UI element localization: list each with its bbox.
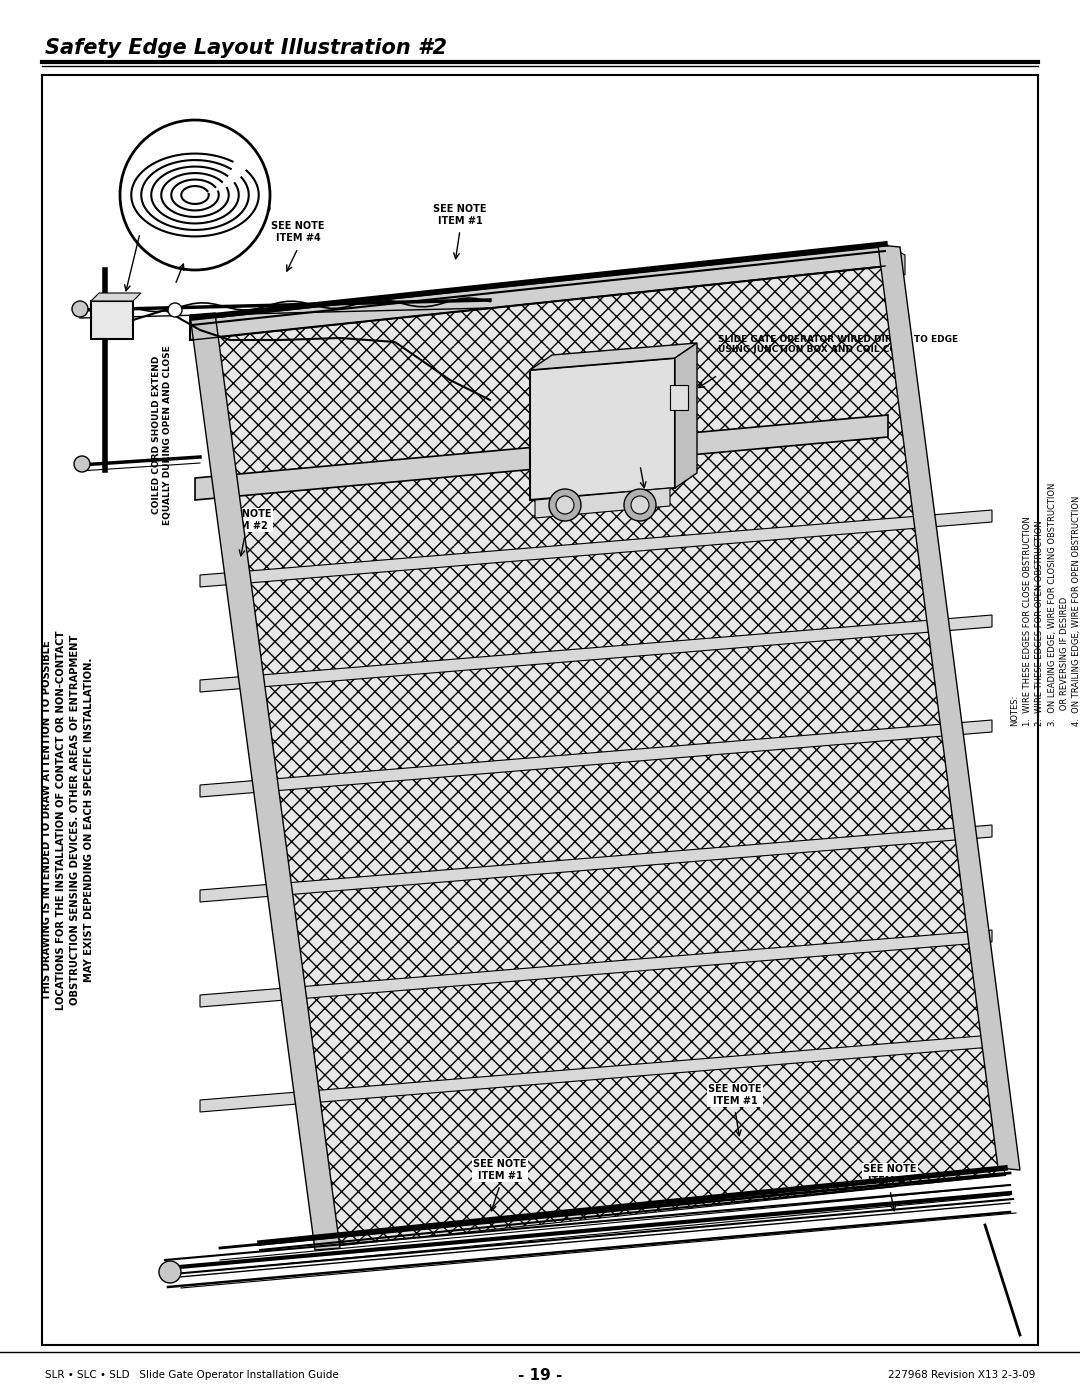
Circle shape bbox=[556, 496, 573, 514]
Text: THIS DRAWING IS INTENDED TO DRAW ATTENTION TO POSSIBLE
LOCATIONS FOR THE INSTALL: THIS DRAWING IS INTENDED TO DRAW ATTENTI… bbox=[42, 630, 94, 1010]
Polygon shape bbox=[200, 826, 993, 902]
Polygon shape bbox=[530, 358, 675, 500]
Polygon shape bbox=[200, 719, 993, 798]
Bar bbox=[91, 300, 133, 339]
Polygon shape bbox=[200, 1035, 993, 1112]
Polygon shape bbox=[195, 249, 1005, 1248]
Text: SEE NOTE
ITEM #1: SEE NOTE ITEM #1 bbox=[433, 204, 487, 226]
Polygon shape bbox=[888, 246, 905, 275]
Bar bbox=[670, 386, 688, 409]
Text: JUNCTION BOX MOUNTED
TO FENCE POST: JUNCTION BOX MOUNTED TO FENCE POST bbox=[141, 205, 271, 225]
Text: SEE NOTE
ITEM #1: SEE NOTE ITEM #1 bbox=[708, 1084, 761, 1106]
Text: SEE NOTE
ITEM #2: SEE NOTE ITEM #2 bbox=[218, 509, 272, 531]
Circle shape bbox=[549, 489, 581, 521]
Polygon shape bbox=[675, 344, 697, 488]
Text: SEE NOTE
ITEM #2: SEE NOTE ITEM #2 bbox=[613, 439, 666, 461]
Circle shape bbox=[631, 496, 649, 514]
Circle shape bbox=[159, 1261, 181, 1282]
Text: NOTES:
1.  WIRE THESE EDGES FOR CLOSE OBSTRUCTION
2.  WIRE THESE EDGES FOR OPEN : NOTES: 1. WIRE THESE EDGES FOR CLOSE OBS… bbox=[1010, 450, 1080, 726]
Circle shape bbox=[72, 300, 87, 317]
Text: 227968 Revision X13 2-3-09: 227968 Revision X13 2-3-09 bbox=[888, 1370, 1035, 1380]
Polygon shape bbox=[91, 293, 141, 300]
Polygon shape bbox=[530, 344, 697, 370]
Text: SEE NOTE
ITEM #1: SEE NOTE ITEM #1 bbox=[473, 1160, 527, 1180]
Circle shape bbox=[75, 455, 90, 472]
Text: Safety Edge Layout Illustration #2: Safety Edge Layout Illustration #2 bbox=[45, 38, 447, 59]
Circle shape bbox=[168, 303, 183, 317]
Polygon shape bbox=[200, 930, 993, 1007]
Text: COILED CORD SHOULD EXTEND
EQUALLY DURING OPEN AND CLOSE: COILED CORD SHOULD EXTEND EQUALLY DURING… bbox=[152, 345, 172, 525]
Text: SEE NOTE
ITEM #3: SEE NOTE ITEM #3 bbox=[863, 1164, 917, 1186]
Text: SLIDE GATE OPERATOR WIRED DIRECT TO EDGE
USING JUNCTION BOX AND COIL CORD: SLIDE GATE OPERATOR WIRED DIRECT TO EDGE… bbox=[718, 335, 958, 355]
Polygon shape bbox=[190, 246, 888, 339]
Text: SLR • SLC • SLD   Slide Gate Operator Installation Guide: SLR • SLC • SLD Slide Gate Operator Inst… bbox=[45, 1370, 339, 1380]
Circle shape bbox=[120, 120, 270, 270]
Polygon shape bbox=[195, 415, 888, 500]
Polygon shape bbox=[190, 313, 340, 1250]
Polygon shape bbox=[878, 244, 1020, 1171]
Text: SEE NOTE
ITEM #4: SEE NOTE ITEM #4 bbox=[271, 221, 325, 243]
Text: - 19 -: - 19 - bbox=[517, 1368, 563, 1383]
Polygon shape bbox=[535, 488, 670, 518]
Polygon shape bbox=[200, 510, 993, 587]
Circle shape bbox=[624, 489, 656, 521]
Polygon shape bbox=[200, 615, 993, 692]
